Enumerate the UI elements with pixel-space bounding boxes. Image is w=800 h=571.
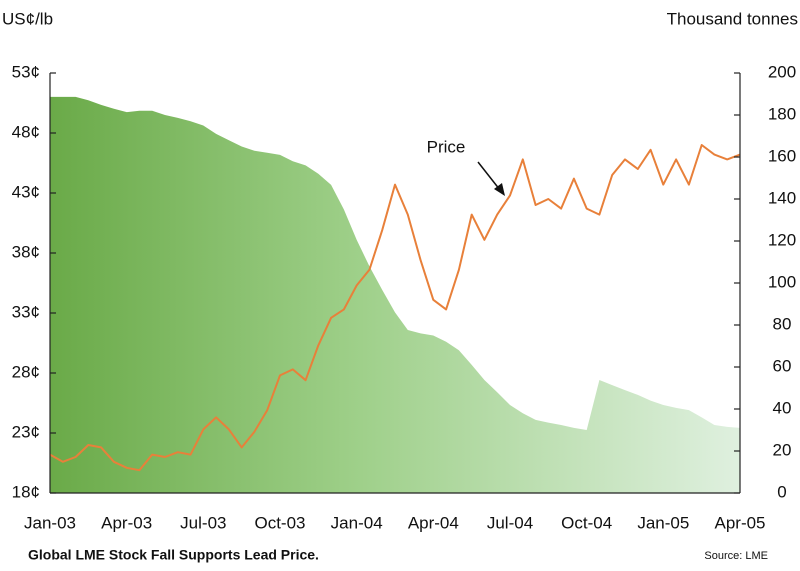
source: Source: LME [704, 550, 768, 562]
y2-tick-label: 60 [773, 356, 792, 375]
y2-tick-label: 140 [768, 188, 796, 207]
stock-area [50, 96, 740, 494]
y2-tick-label: 20 [773, 440, 792, 459]
y2-tick-label: 100 [768, 272, 796, 291]
x-tick-label: Jan-03 [24, 513, 76, 532]
x-tick-label: Apr-04 [408, 513, 459, 532]
y2-tick-label: 180 [768, 104, 796, 123]
y-tick-label: 38¢ [12, 242, 40, 261]
x-tick-label: Apr-05 [714, 513, 765, 532]
y-tick-label: 28¢ [12, 362, 40, 381]
x-tick-label: Jan-05 [637, 513, 689, 532]
x-tick-label: Oct-04 [561, 513, 612, 532]
y2-axis-label: Thousand tonnes [667, 9, 798, 28]
y-axis-label: US¢/lb [2, 9, 53, 28]
x-tick-label: Jul-03 [180, 513, 226, 532]
x-tick-label: Oct-03 [254, 513, 305, 532]
x-tick-label: Jan-04 [331, 513, 383, 532]
y-tick-label: 18¢ [12, 482, 40, 501]
annotation-arrow [477, 161, 501, 191]
y2-tick-label: 160 [768, 146, 796, 165]
price-line [49, 144, 741, 472]
arrow-head [494, 183, 505, 196]
y2-tick-label: 40 [773, 398, 792, 417]
y2-tick-label: 200 [768, 62, 796, 81]
x-tick-label: Apr-03 [101, 513, 152, 532]
y-tick-label: 23¢ [12, 422, 40, 441]
y2-tick-label: 80 [773, 314, 792, 333]
y-tick-label: 53¢ [12, 62, 40, 81]
y-tick-label: 33¢ [12, 302, 40, 321]
y-tick-label: 48¢ [12, 122, 40, 141]
y2-tick-label: 120 [768, 230, 796, 249]
x-tick-label: Jul-04 [487, 513, 533, 532]
y2-tick-label: 0 [777, 482, 786, 501]
y-tick-label: 43¢ [12, 182, 40, 201]
chart-title: Global LME Stock Fall Supports Lead Pric… [28, 547, 319, 563]
annotation: Price [427, 137, 466, 156]
